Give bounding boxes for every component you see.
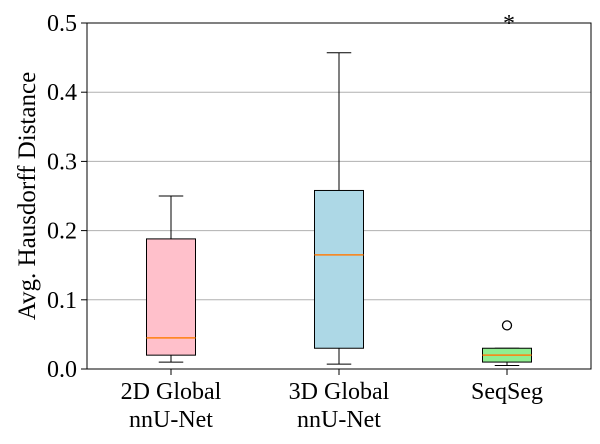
box-0 xyxy=(146,195,196,363)
box-body xyxy=(146,238,196,356)
x-tick-label-line: 2D Global xyxy=(121,379,222,405)
x-tick-label-line: 3D Global xyxy=(289,379,390,405)
box-1 xyxy=(314,52,364,365)
x-tick-label-line: nnU-Net xyxy=(297,407,381,433)
x-tick-label-line: nnU-Net xyxy=(129,407,213,433)
y-tick-label: 0.3 xyxy=(47,149,77,175)
x-tick-label-line: SeqSeg xyxy=(471,379,543,405)
significance-star: * xyxy=(503,11,515,37)
y-axis-label: Avg. Hausdorff Distance xyxy=(14,72,41,320)
x-tick-label: SeqSeg xyxy=(471,379,543,405)
y-tick-label: 0.4 xyxy=(47,80,77,106)
y-tick-label: 0.5 xyxy=(47,11,77,37)
boxes xyxy=(146,52,532,367)
x-tick-label: 2D Global nnU-Net xyxy=(121,379,222,433)
y-tick-label: 0.2 xyxy=(47,219,77,245)
box-2 xyxy=(482,320,532,367)
annotations: * xyxy=(503,11,515,37)
outlier-point xyxy=(501,320,513,331)
x-tick-label: 3D Global nnU-Net xyxy=(289,379,390,433)
y-ticks: 0.0 0.1 0.2 0.3 0.4 0.5 xyxy=(47,11,87,383)
y-tick-label: 0.0 xyxy=(47,357,77,383)
y-tick-label: 0.1 xyxy=(47,288,77,314)
box-body xyxy=(314,189,364,349)
